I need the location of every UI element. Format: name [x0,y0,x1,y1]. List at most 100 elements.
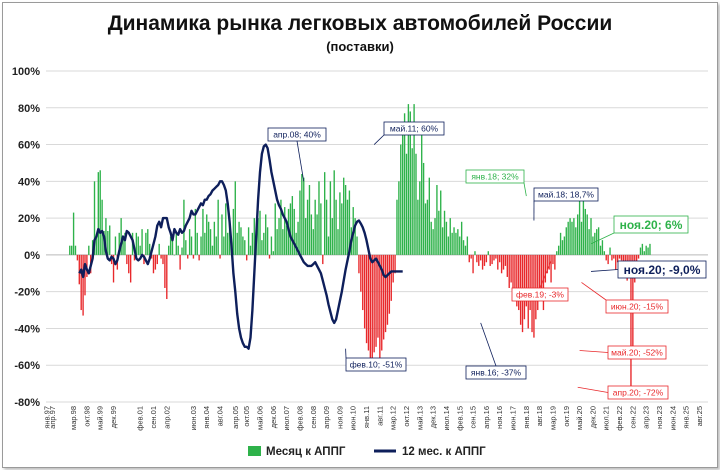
bar [97,172,99,255]
bar [594,232,596,255]
bar [301,173,303,255]
annotation-box [465,169,525,184]
bar [337,229,339,255]
annotation-label: янв.18; 32% [471,172,519,182]
bar [211,245,214,255]
x-tick-label: мар.19 [548,406,557,430]
bar [223,236,225,255]
x-tick-label: май.99 [96,406,105,430]
bar [436,185,438,255]
bar [133,254,136,261]
bar [641,243,644,255]
bar [126,254,128,265]
bar [280,199,282,255]
x-tick-label: окт.05 [242,406,251,427]
bar [394,254,396,274]
bar [373,254,375,353]
bar [219,254,221,259]
bar [164,254,166,288]
y-tick-label: 60% [18,140,40,152]
bar [120,218,122,255]
x-tick-label: сен.15 [469,406,478,429]
bar [88,245,90,255]
bar [244,240,246,255]
annotations: апр.08; 40% май.11; 60% фев.10; -51% май.18… [267,121,707,400]
bar [346,199,349,255]
bar [605,254,607,261]
bar [628,254,630,266]
bar [139,245,141,255]
bar [192,254,195,259]
bar [537,254,539,311]
bar [548,254,550,270]
bar [377,254,379,338]
bar [202,208,204,255]
bar [181,247,183,255]
bar [148,243,151,255]
bar [225,203,227,255]
x-tick-label: ноя.16 [495,406,504,429]
bar [152,254,155,274]
bar [474,251,476,255]
bar [162,254,164,265]
chart-subtitle: (поставки) [326,39,394,54]
bar [542,254,545,311]
bar [226,232,229,255]
annotation-label: май.18; 18,7% [538,190,594,200]
annotation-callout: ноя.20; 6% [590,215,689,245]
bar [487,251,489,255]
x-tick-label: июн.03 [189,406,198,430]
bar [105,218,107,255]
bar [358,254,360,274]
bar [457,229,459,255]
bar [118,232,120,255]
bar [187,254,189,259]
bar [561,240,564,255]
bar [72,212,75,255]
bar [637,254,640,259]
bar [278,218,280,255]
annotation-label: апр.08; 40% [273,130,321,140]
bar [400,144,402,255]
bar [314,199,316,255]
x-tick-label: окт.12 [402,406,411,427]
x-tick-label: апр.97 [48,406,57,429]
bar [135,232,138,255]
x-tick-label: янв.04 [202,406,211,429]
bar [327,236,330,255]
bar [310,214,313,255]
bar [215,236,217,255]
x-tick-label: окт.19 [562,406,571,427]
bar [428,177,430,255]
bar [331,218,333,255]
legend: Месяц к АППГ 12 мес. к АППГ [248,446,486,458]
bar [93,181,96,255]
y-tick-label: 80% [18,103,40,115]
bar [74,245,77,255]
bar [405,153,408,255]
bar [232,208,235,255]
bar [590,218,592,255]
bar [238,221,240,255]
bar [571,221,573,255]
bar [491,254,493,265]
annotation-label: апр.20; -72% [613,388,664,398]
bar [552,254,554,265]
annotation-leader [590,232,615,245]
bar [597,227,600,255]
bar [266,227,269,255]
bar [168,245,170,255]
bar [150,254,153,259]
x-tick-label: окт.98 [82,406,91,427]
bar [438,210,440,255]
bar [246,254,248,261]
annotation-leader [373,134,385,145]
bar [413,104,415,255]
bar [386,254,389,325]
bar [213,221,216,255]
annotation-box [605,299,669,314]
bar [426,199,429,255]
annotation-callout: янв.18; 32% [465,169,527,197]
bar [601,240,604,255]
bar [306,199,309,255]
